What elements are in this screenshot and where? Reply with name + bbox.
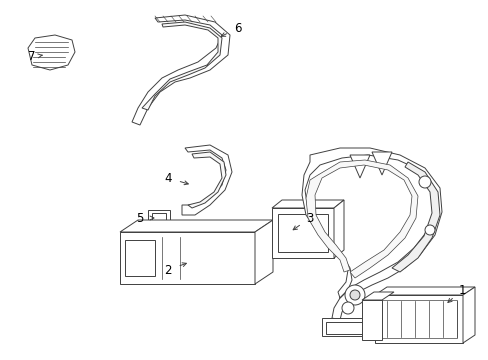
Polygon shape [391, 162, 439, 272]
Polygon shape [132, 15, 229, 125]
Circle shape [341, 302, 353, 314]
Polygon shape [120, 220, 272, 232]
Polygon shape [254, 220, 272, 284]
Polygon shape [302, 148, 441, 320]
Bar [321, 318, 369, 336]
Polygon shape [374, 287, 474, 295]
Polygon shape [28, 35, 75, 70]
Polygon shape [349, 155, 369, 178]
Circle shape [418, 176, 430, 188]
Text: 3: 3 [305, 211, 313, 225]
Polygon shape [333, 200, 343, 258]
Polygon shape [361, 292, 393, 300]
Bar [374, 295, 462, 343]
Bar [120, 232, 254, 284]
Bar [148, 210, 170, 228]
Circle shape [424, 225, 434, 235]
Bar [361, 300, 381, 340]
Polygon shape [462, 287, 474, 343]
Polygon shape [305, 160, 417, 278]
Bar [325, 322, 365, 334]
Polygon shape [371, 152, 391, 175]
Bar [278, 214, 327, 252]
Bar [152, 213, 165, 225]
Bar [380, 300, 456, 338]
Polygon shape [187, 152, 225, 208]
Polygon shape [271, 200, 343, 208]
Text: 4: 4 [164, 171, 171, 184]
Text: 5: 5 [136, 211, 143, 225]
Text: 6: 6 [234, 22, 241, 35]
Text: 7: 7 [28, 50, 36, 63]
Circle shape [345, 285, 364, 305]
Text: 1: 1 [457, 284, 465, 297]
Bar [271, 208, 333, 258]
Text: 2: 2 [164, 264, 171, 276]
Polygon shape [142, 22, 222, 110]
Polygon shape [182, 145, 231, 215]
Circle shape [349, 290, 359, 300]
Bar [125, 240, 155, 276]
